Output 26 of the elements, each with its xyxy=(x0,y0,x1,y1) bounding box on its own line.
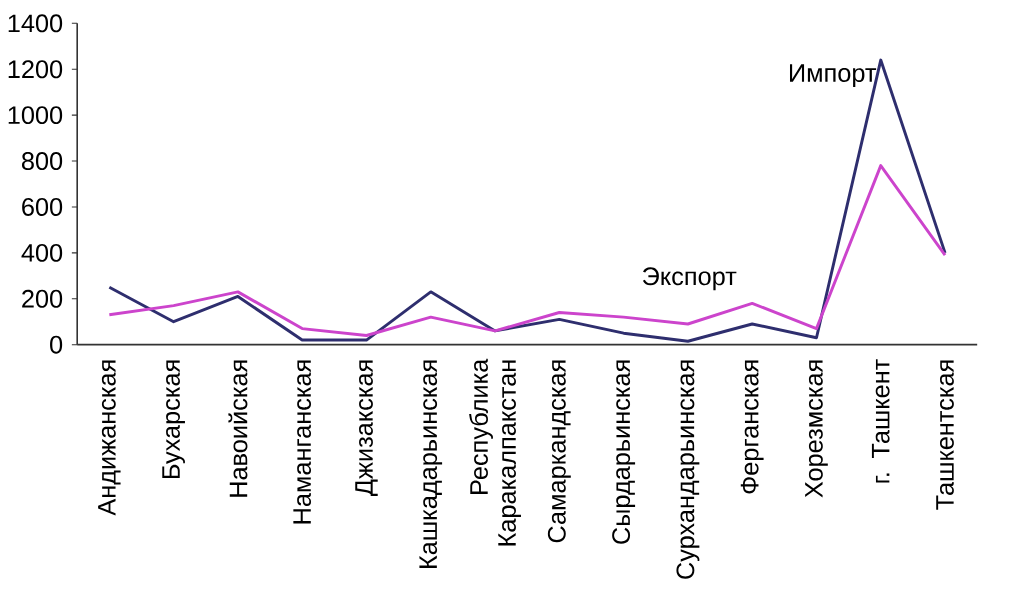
y-tick-label: 1200 xyxy=(8,60,63,79)
x-tick-label: Андижанская xyxy=(98,360,121,516)
y-tick-label: 400 xyxy=(21,243,63,262)
line-series xyxy=(107,164,947,337)
x-tick-label: Ферганская xyxy=(740,360,764,494)
y-tick-label: 200 xyxy=(22,289,63,308)
x-tick-label: Навоийская xyxy=(228,360,248,497)
x-tick-label: Наманганская xyxy=(293,360,312,524)
line-series xyxy=(107,58,947,343)
y-tick-label: 1400 xyxy=(8,14,63,33)
x-tick-label: Сурхандарьинская xyxy=(676,360,700,579)
x-tick-label: Хорезмская xyxy=(805,360,828,498)
x-tick-label: Республика Каракалпакстан xyxy=(469,358,521,546)
x-tick-label: Ташкентская xyxy=(936,360,954,510)
annotation: Импорт xyxy=(789,64,877,87)
y-tick-label: 800 xyxy=(21,152,63,171)
x-tick-label: Сырдарьинская xyxy=(612,360,636,544)
x-tick-label: Кашкадарьинская xyxy=(419,360,443,568)
y-tick-label: 0 xyxy=(50,335,63,354)
x-tick-label: г. Ташкент xyxy=(871,359,890,483)
x-tick-label: Джизакская xyxy=(355,360,378,496)
y-tick-label: 600 xyxy=(22,197,63,216)
x-tick-label: Бухарская xyxy=(162,360,185,479)
annotation: Экспорт xyxy=(642,267,737,291)
x-tick-label: Самаркандская xyxy=(547,360,571,543)
y-tick-label: 1000 xyxy=(8,106,63,125)
